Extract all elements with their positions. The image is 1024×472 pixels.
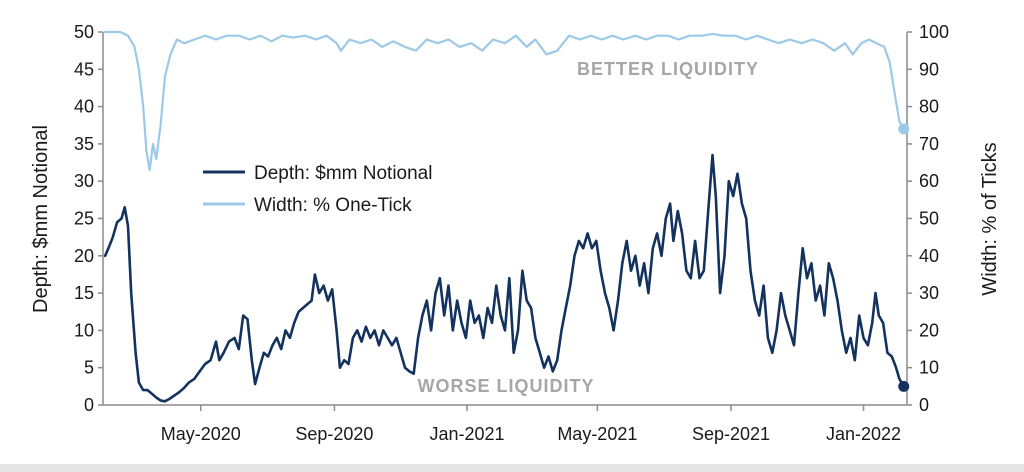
- y-right-tick-label: 70: [919, 134, 939, 154]
- y-axis-left-title: Depth: $mm Notional: [30, 125, 52, 313]
- width-last-point-marker: [898, 123, 910, 135]
- y-right-tick-label: 90: [919, 59, 939, 79]
- y-right-tick-label: 30: [919, 283, 939, 303]
- series-group: [103, 30, 910, 403]
- y-left-tick-label: 25: [74, 209, 94, 229]
- bottom-divider: [0, 464, 1024, 472]
- depth-series-line: [103, 153, 906, 403]
- legend-label-depth: Depth: $mm Notional: [254, 163, 432, 184]
- y-left-tick-label: 0: [84, 395, 94, 415]
- y-right-tick-label: 40: [919, 246, 939, 266]
- x-tick-label: Sep-2021: [692, 424, 770, 444]
- y-right-tick-label: 20: [919, 320, 939, 340]
- y-left-tick-label: 10: [74, 320, 94, 340]
- width-series-line: [104, 30, 905, 172]
- y-left-tick-label: 35: [74, 134, 94, 154]
- worse-liquidity-annotation: WORSE LIQUIDITY: [418, 376, 595, 396]
- y-left-tick-label: 20: [74, 246, 94, 266]
- y-right-tick-label: 80: [919, 97, 939, 117]
- y-left-tick-label: 40: [74, 97, 94, 117]
- y-right-tick-label: 0: [919, 395, 929, 415]
- y-left-tick-label: 15: [74, 283, 94, 303]
- better-liquidity-annotation: BETTER LIQUIDITY: [577, 59, 759, 79]
- x-tick-label: May-2020: [161, 424, 241, 444]
- axes: 0 5 10 15 20 25 30 35 40 45 50 0 10 20 30 40 50 60 70 80 90 1…: [74, 22, 949, 444]
- x-tick-label: Sep-2020: [295, 424, 373, 444]
- y-left-tick-label: 5: [84, 358, 94, 378]
- y-right-tick-label: 10: [919, 358, 939, 378]
- y-left-tick-label: 30: [74, 171, 94, 191]
- y-left-tick-label: 50: [74, 22, 94, 42]
- y-axis-right-title: Width: % of Ticks: [979, 142, 1001, 295]
- y-left-tick-label: 45: [74, 59, 94, 79]
- y-right-tick-label: 60: [919, 171, 939, 191]
- x-tick-label: Jan-2021: [429, 424, 504, 444]
- x-tick-label: May-2021: [557, 424, 637, 444]
- legend: Depth: $mm Notional Width: % One-Tick: [203, 163, 432, 216]
- x-tick-label: Jan-2022: [826, 424, 901, 444]
- y-right-tick-label: 100: [919, 22, 949, 42]
- legend-label-width: Width: % One-Tick: [254, 195, 412, 216]
- depth-last-point-marker: [898, 380, 910, 392]
- y-right-tick-label: 50: [919, 209, 939, 229]
